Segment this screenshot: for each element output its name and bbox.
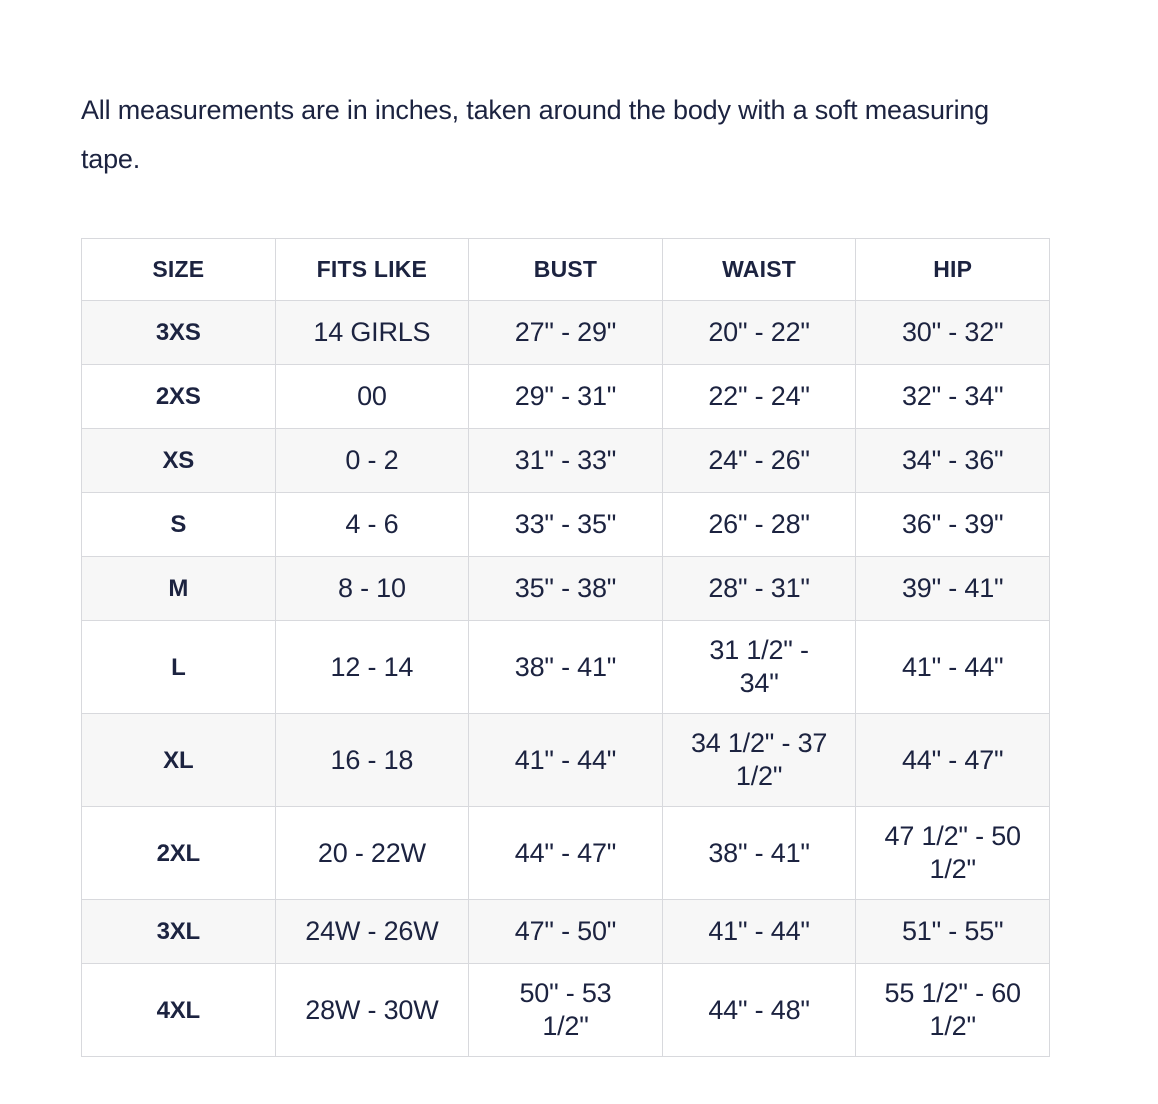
cell-size: XS	[81, 428, 276, 493]
cell-waist: 24" - 26"	[661, 428, 857, 493]
cell-hip: 41" - 44"	[855, 620, 1050, 714]
cell-bust: 50" - 53 1/2"	[468, 963, 663, 1057]
cell-waist: 31 1/2" - 34"	[661, 620, 857, 714]
cell-waist: 22" - 24"	[661, 364, 857, 429]
cell-waist: 38" - 41"	[661, 806, 857, 900]
cell-bust: 27" - 29"	[468, 300, 663, 365]
cell-bust: 29" - 31"	[468, 364, 663, 429]
header-row: SIZE FITS LIKE BUST WAIST HIP	[81, 238, 1050, 301]
cell-bust: 31" - 33"	[468, 428, 663, 493]
cell-fits-like: 24W - 26W	[274, 899, 470, 964]
column-header-hip: HIP	[855, 238, 1050, 301]
cell-size: M	[81, 556, 276, 621]
table-row-3xl: 3XL 24W - 26W 47" - 50" 41" - 44" 51" - …	[81, 899, 1050, 964]
cell-fits-like: 4 - 6	[274, 492, 470, 557]
table-row-2xs: 2XS 00 29" - 31" 22" - 24" 32" - 34"	[81, 364, 1050, 429]
cell-bust: 47" - 50"	[468, 899, 663, 964]
cell-size: S	[81, 492, 276, 557]
cell-waist: 28" - 31"	[661, 556, 857, 621]
cell-fits-like: 14 GIRLS	[274, 300, 470, 365]
cell-hip: 30" - 32"	[855, 300, 1050, 365]
cell-bust: 41" - 44"	[468, 713, 663, 807]
cell-bust: 33" - 35"	[468, 492, 663, 557]
table-row-2xl: 2XL 20 - 22W 44" - 47" 38" - 41" 47 1/2"…	[81, 806, 1050, 900]
table-row-3xs: 3XS 14 GIRLS 27" - 29" 20" - 22" 30" - 3…	[81, 300, 1050, 365]
cell-size: L	[81, 620, 276, 714]
cell-hip: 32" - 34"	[855, 364, 1050, 429]
cell-waist: 20" - 22"	[661, 300, 857, 365]
cell-fits-like: 12 - 14	[274, 620, 470, 714]
cell-fits-like: 20 - 22W	[274, 806, 470, 900]
cell-size: 2XL	[81, 806, 276, 900]
cell-size: 3XS	[81, 300, 276, 365]
cell-hip: 44" - 47"	[855, 713, 1050, 807]
table-row-s: S 4 - 6 33" - 35" 26" - 28" 36" - 39"	[81, 492, 1050, 557]
cell-fits-like: 28W - 30W	[274, 963, 470, 1057]
table-row-l: L 12 - 14 38" - 41" 31 1/2" - 34" 41" - …	[81, 620, 1050, 714]
cell-size: 4XL	[81, 963, 276, 1057]
column-header-bust: BUST	[468, 238, 663, 301]
column-header-fits-like: FITS LIKE	[274, 238, 470, 301]
cell-waist: 41" - 44"	[661, 899, 857, 964]
cell-fits-like: 8 - 10	[274, 556, 470, 621]
table-row-m: M 8 - 10 35" - 38" 28" - 31" 39" - 41"	[81, 556, 1050, 621]
cell-fits-like: 16 - 18	[274, 713, 470, 807]
table-row-4xl: 4XL 28W - 30W 50" - 53 1/2" 44" - 48" 55…	[81, 963, 1050, 1057]
size-chart-table: SIZE FITS LIKE BUST WAIST HIP 3XS 14 GIR…	[81, 238, 1050, 1057]
cell-hip: 47 1/2" - 50 1/2"	[855, 806, 1050, 900]
cell-size: 2XS	[81, 364, 276, 429]
cell-size: XL	[81, 713, 276, 807]
cell-hip: 55 1/2" - 60 1/2"	[855, 963, 1050, 1057]
cell-size: 3XL	[81, 899, 276, 964]
cell-bust: 44" - 47"	[468, 806, 663, 900]
cell-hip: 51" - 55"	[855, 899, 1050, 964]
column-header-size: SIZE	[81, 238, 276, 301]
cell-waist: 44" - 48"	[661, 963, 857, 1057]
table-row-xl: XL 16 - 18 41" - 44" 34 1/2" - 37 1/2" 4…	[81, 713, 1050, 807]
measurement-instructions-text: All measurements are in inches, taken ar…	[81, 95, 989, 174]
cell-bust: 38" - 41"	[468, 620, 663, 714]
cell-waist: 34 1/2" - 37 1/2"	[661, 713, 857, 807]
cell-hip: 34" - 36"	[855, 428, 1050, 493]
table-row-xs: XS 0 - 2 31" - 33" 24" - 26" 34" - 36"	[81, 428, 1050, 493]
cell-fits-like: 00	[274, 364, 470, 429]
cell-fits-like: 0 - 2	[274, 428, 470, 493]
cell-waist: 26" - 28"	[661, 492, 857, 557]
cell-bust: 35" - 38"	[468, 556, 663, 621]
cell-hip: 39" - 41"	[855, 556, 1050, 621]
column-header-waist: WAIST	[661, 238, 857, 301]
size-guide-content: All measurements are in inches, taken ar…	[81, 86, 1050, 1057]
cell-hip: 36" - 39"	[855, 492, 1050, 557]
